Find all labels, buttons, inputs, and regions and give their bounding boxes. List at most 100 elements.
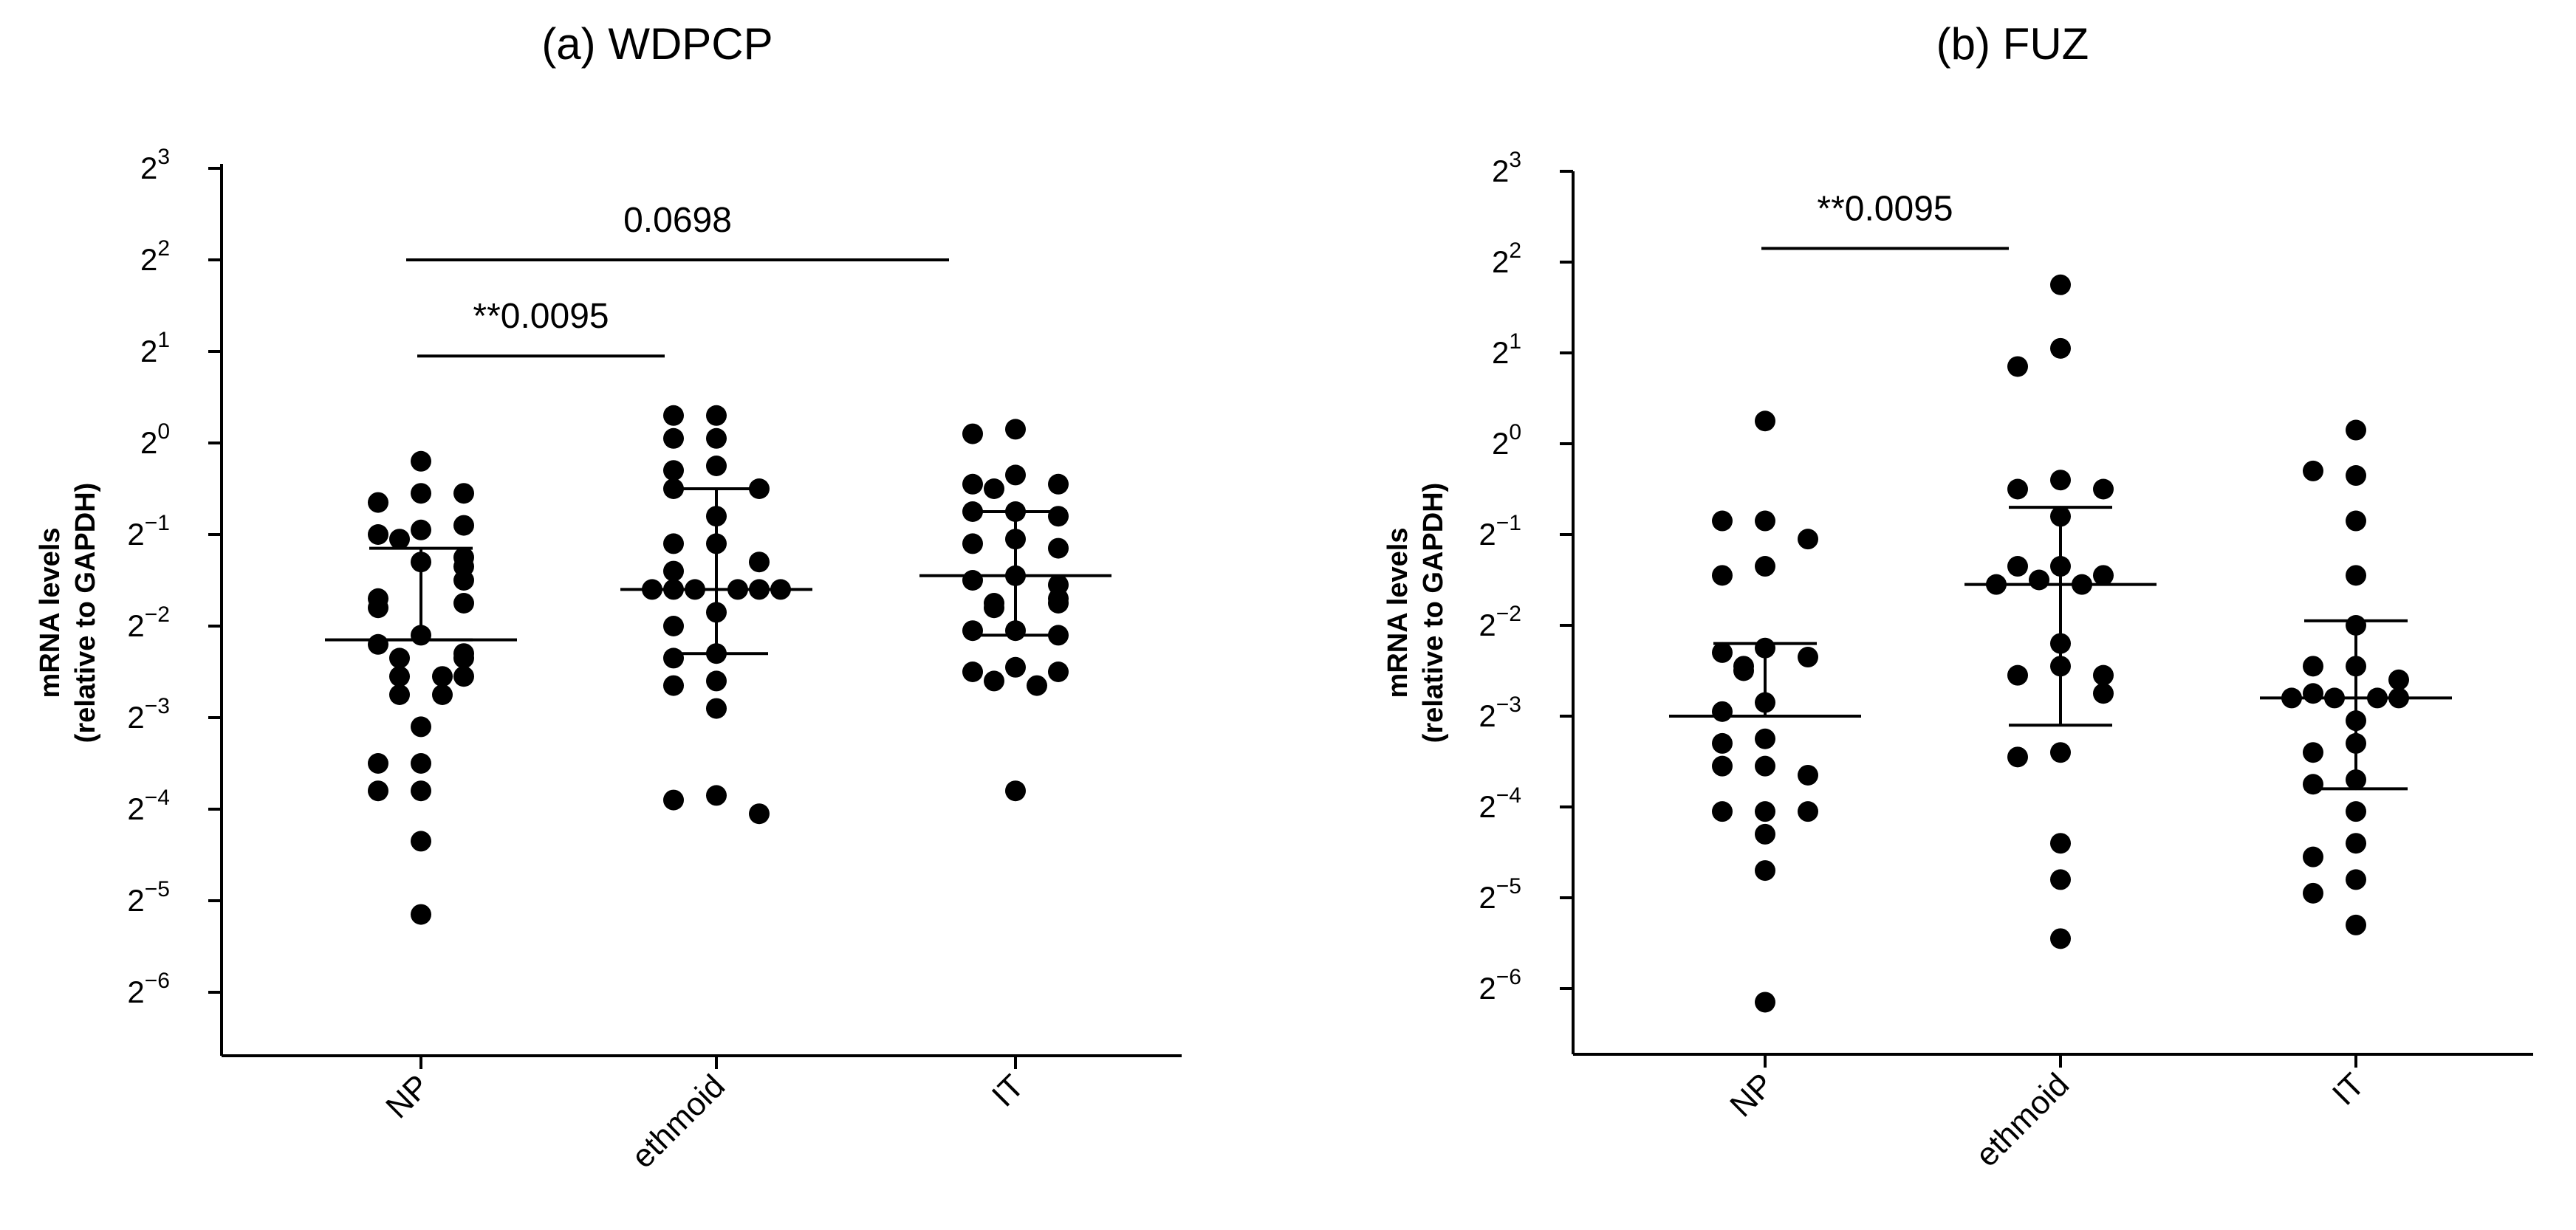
data-point [411, 753, 431, 774]
data-point [1048, 506, 1069, 527]
data-point [706, 427, 727, 449]
data-point [2007, 478, 2028, 500]
data-point [706, 456, 727, 476]
data-point [1005, 565, 1026, 586]
data-point [2388, 669, 2409, 690]
data-point [1712, 755, 1733, 777]
x-tick-label: ethmoid [625, 1068, 732, 1175]
data-point [411, 904, 431, 925]
data-point [2093, 683, 2114, 704]
series-IT [2260, 419, 2452, 935]
data-point [411, 831, 431, 852]
data-point [2303, 460, 2323, 481]
series-ethmoid [1964, 274, 2157, 949]
data-point [962, 570, 983, 591]
data-point [2050, 833, 2071, 854]
data-point [1005, 419, 1026, 440]
data-point [2346, 465, 2366, 487]
series-NP [325, 450, 517, 925]
data-point [1798, 529, 1818, 550]
y-tick-label: 2−4 [127, 786, 170, 826]
data-point [2303, 846, 2323, 867]
data-point [685, 579, 705, 600]
data-point [411, 552, 431, 573]
data-point [2303, 656, 2323, 677]
y-tick-label: 2−2 [1479, 602, 1521, 642]
data-point [368, 524, 388, 545]
y-tick-label: 21 [1492, 329, 1521, 370]
data-point [2007, 556, 2028, 577]
data-point [1798, 764, 1818, 786]
data-point [663, 533, 684, 554]
data-point [2093, 478, 2114, 500]
data-point [1005, 529, 1026, 550]
data-point [749, 803, 770, 825]
data-point [749, 579, 770, 600]
data-point [1733, 660, 1754, 681]
data-point [453, 570, 474, 591]
x-tick-label: IT [2326, 1066, 2371, 1112]
data-point [411, 483, 431, 504]
data-point [2007, 356, 2028, 377]
data-point [1005, 620, 1026, 642]
data-point [2303, 774, 2323, 795]
significance-label: **0.0095 [1817, 190, 1953, 229]
data-point [432, 684, 453, 705]
data-point [1798, 647, 1818, 668]
data-point [1755, 860, 1775, 882]
data-point [2093, 664, 2114, 686]
y-tick-label: 22 [140, 236, 170, 277]
data-point [1755, 992, 1775, 1013]
data-point [1755, 801, 1775, 822]
y-tick-label: 20 [140, 419, 170, 460]
data-point [1048, 537, 1069, 559]
data-point [663, 460, 684, 481]
data-point [663, 427, 684, 449]
data-point [389, 529, 410, 550]
data-point [727, 579, 748, 600]
data-point [2050, 869, 2071, 890]
data-point [706, 602, 727, 623]
data-point [1048, 662, 1069, 682]
data-point [1712, 732, 1733, 754]
chart-title: (a) WDPCP [541, 19, 773, 69]
data-point [706, 698, 727, 719]
y-axis-label: mRNA levels [1383, 528, 1414, 698]
data-point [411, 450, 431, 472]
y-axis-label: (relative to GAPDH) [70, 483, 101, 743]
data-point [962, 473, 983, 495]
data-point [411, 519, 431, 540]
data-point [2281, 687, 2302, 709]
chart-panel-1: (a) WDPCP mRNA levels (relative to GAPDH) 2… [35, 19, 1182, 1175]
y-tick-label: 23 [1492, 148, 1521, 188]
data-point [1755, 637, 1775, 659]
data-point [411, 625, 431, 646]
data-point [2050, 506, 2071, 527]
data-point [2346, 869, 2366, 890]
y-tick-label: 2−5 [127, 877, 170, 918]
data-point [1005, 780, 1026, 802]
y-tick-label: 2−3 [1479, 693, 1521, 733]
data-point [2050, 633, 2071, 654]
data-point [432, 666, 453, 687]
data-point [1027, 675, 1047, 696]
series-IT [919, 419, 1111, 802]
significance-label: **0.0095 [473, 297, 609, 336]
data-point [706, 405, 727, 426]
data-point [2346, 769, 2366, 791]
data-point [411, 716, 431, 738]
data-point [389, 647, 410, 669]
y-tick-label: 2−5 [1479, 874, 1521, 915]
data-point [2388, 687, 2409, 709]
data-point [2303, 742, 2323, 763]
data-point [706, 506, 727, 527]
data-point [1712, 701, 1733, 722]
data-point [2093, 565, 2114, 586]
data-point [453, 515, 474, 536]
data-point [706, 785, 727, 806]
data-point [1798, 801, 1818, 822]
y-tick-label: 2−1 [1479, 511, 1521, 552]
data-point [962, 620, 983, 642]
data-point [453, 483, 474, 504]
